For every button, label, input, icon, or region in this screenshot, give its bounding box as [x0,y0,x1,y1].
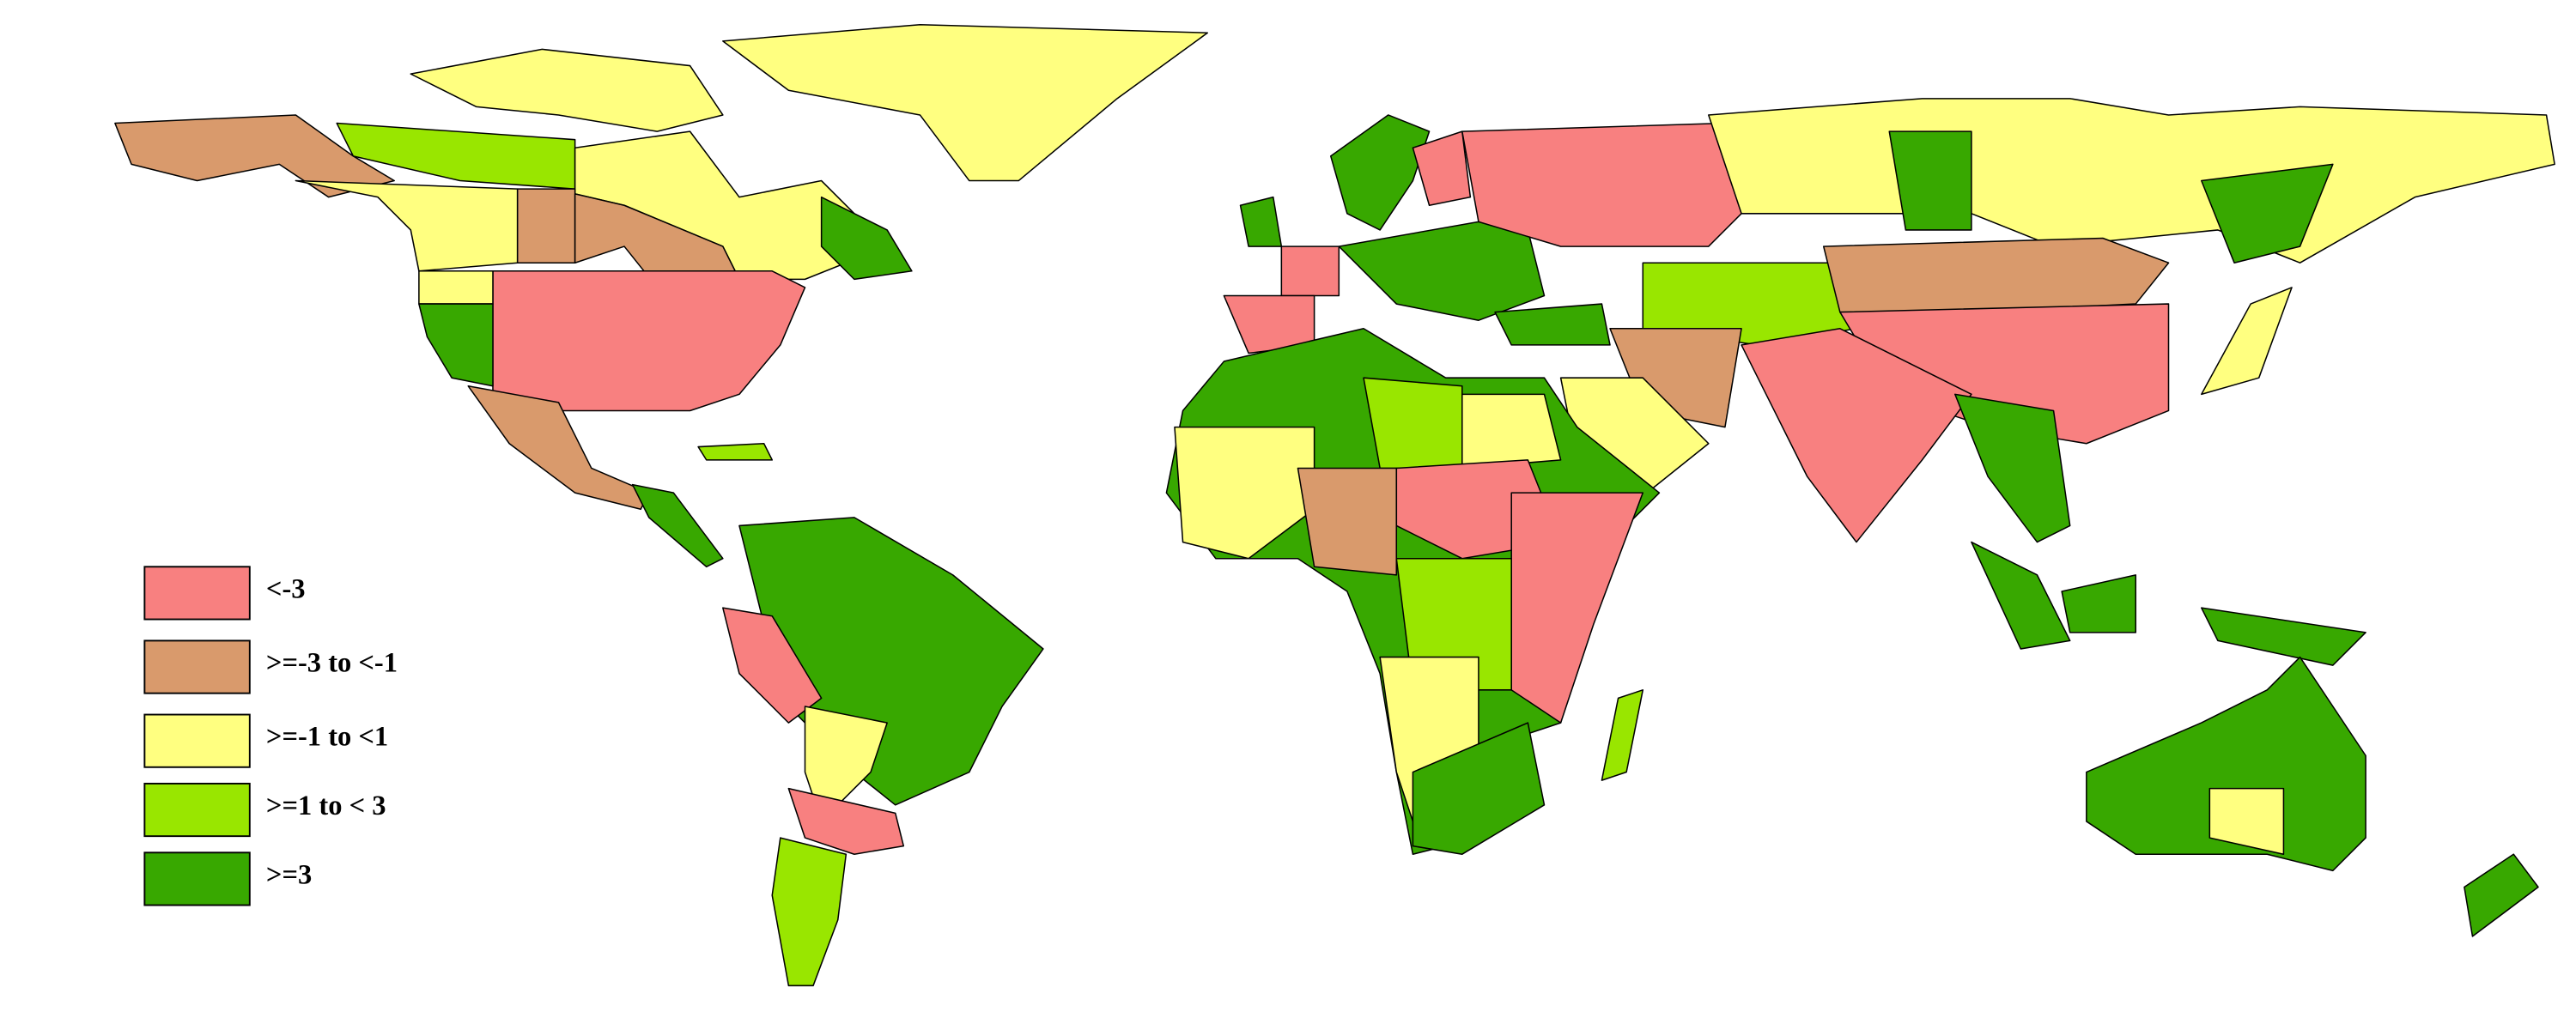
region [787,787,905,855]
region [410,48,724,132]
legend: <-3 >=-3 to <-1 >=-1 to <1 >=1 to < 3 >=3 [143,566,398,906]
region [2061,574,2137,633]
region [697,442,773,461]
region [1412,722,1546,855]
region [2464,853,2539,937]
region [418,270,494,305]
region [2201,607,2366,666]
region [631,483,724,568]
region [722,23,1209,182]
region [1954,393,2071,543]
region [1297,467,1398,576]
region [1971,541,2071,650]
region [1822,237,2170,313]
region [1601,689,1644,781]
region [418,303,494,387]
legend-swatch [143,713,251,768]
region [516,188,576,264]
region [1412,130,1472,206]
region [1329,114,1431,231]
region [804,706,888,822]
region [1461,393,1562,470]
legend-swatch [143,851,251,906]
region [1888,130,1972,231]
legend-swatch [143,639,251,694]
legend-label: <-3 [266,573,306,604]
legend-label: >=-3 to <-1 [266,648,398,679]
region [114,114,395,198]
region [1280,245,1340,297]
region [1461,122,1742,247]
legend-label: >=1 to < 3 [266,791,386,821]
legend-swatch [143,566,251,621]
region [771,837,848,987]
legend-swatch [143,782,251,838]
region [1494,303,1611,346]
region [2208,787,2285,855]
region [820,196,913,281]
region [1363,377,1463,470]
legend-label: >=-1 to <1 [266,722,388,753]
region [2086,656,2366,872]
region [336,122,576,190]
region [1741,328,1972,543]
region [2201,287,2293,396]
region [1174,426,1315,560]
legend-label: >=3 [266,859,312,890]
map-regions [114,23,2555,987]
region [2201,163,2334,264]
